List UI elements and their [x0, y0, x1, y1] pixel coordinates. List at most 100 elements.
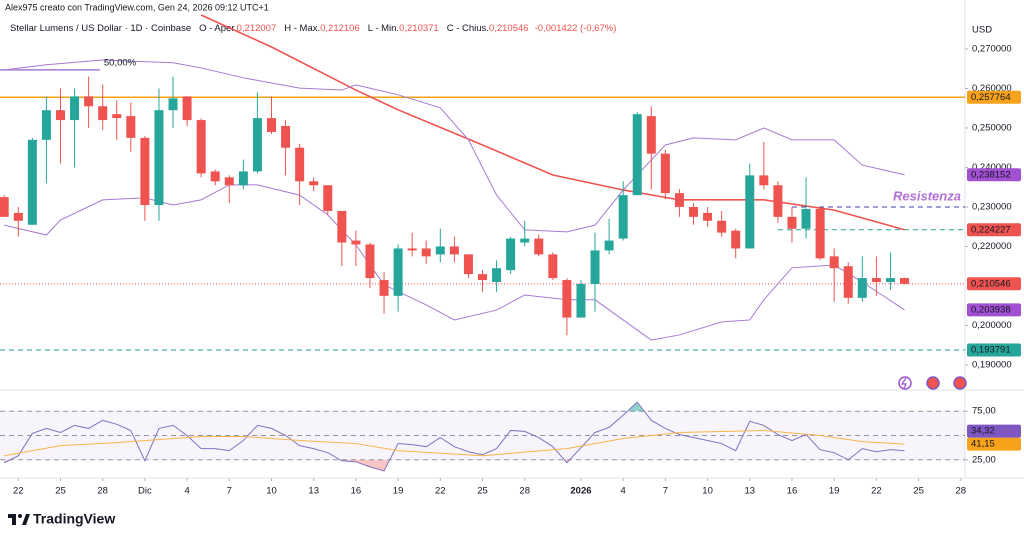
legend-label: H - Max. [284, 23, 320, 34]
y-tick-label: 0,260000 [972, 83, 1012, 94]
x-tick-label: 28 [955, 486, 966, 497]
candle-body [618, 195, 628, 239]
legend-change: -0,001422 (-0,67%) [535, 23, 617, 34]
candle-body [238, 171, 248, 186]
candle-body [140, 137, 150, 205]
candle-body [801, 208, 811, 229]
legend-value: 0,212007 [237, 23, 277, 34]
candle-body [548, 254, 558, 279]
candle-body [506, 238, 516, 271]
price-badge-label: 41,15 [971, 439, 995, 450]
x-tick-label: Dic [138, 486, 152, 497]
price-badge [967, 90, 1021, 104]
rsi-line [3, 401, 905, 472]
candle-body [70, 96, 80, 121]
legend-value: 0,210546 [489, 23, 529, 34]
y-tick-label: 0,270000 [972, 43, 1012, 54]
attribution: Alex975 creato con TradingView.com, Gen … [5, 2, 269, 12]
y-tick-label: 0,220000 [972, 241, 1012, 252]
x-tick-label: 10 [702, 486, 713, 497]
x-tick-label: 10 [266, 486, 277, 497]
legend-title: Stellar Lumens / US Dollar · 1D · Coinba… [10, 23, 191, 34]
icon[interactable] [953, 376, 967, 390]
x-tick-label: 19 [393, 486, 404, 497]
candle-body [534, 238, 544, 255]
x-tick-label: 16 [351, 486, 362, 497]
candle-body [379, 280, 389, 296]
price-badge-label: 0,257764 [971, 92, 1011, 103]
candle-body [857, 278, 867, 298]
candle-body [323, 185, 333, 211]
x-tick-label: 2026 [570, 486, 591, 497]
candle-body [590, 250, 600, 284]
x-tick-label: 13 [308, 486, 319, 497]
candle-body [84, 96, 94, 107]
candle-body [717, 220, 727, 233]
x-tick-label: 4 [184, 486, 189, 497]
price-badge-label: 0,193791 [971, 345, 1011, 356]
candle-body [252, 118, 262, 172]
overlay-line [4, 59, 905, 233]
candle-body [815, 208, 825, 259]
candle-body [266, 118, 276, 132]
price-badge [967, 437, 1021, 451]
candle-body [463, 254, 473, 275]
legend-label: O - Aper. [199, 23, 237, 34]
candle-body [843, 266, 853, 298]
candle-body [365, 244, 375, 279]
y-tick-label: 0,190000 [972, 359, 1012, 370]
icon[interactable] [926, 376, 940, 390]
y-tick-label: 25,00 [972, 454, 996, 465]
price-badge [967, 424, 1021, 438]
candle-body [41, 110, 51, 140]
price-badge [967, 343, 1021, 357]
x-tick-label: 25 [55, 486, 66, 497]
candle-body [351, 240, 361, 245]
price-badge [967, 277, 1021, 291]
x-tick-label: 28 [519, 486, 530, 497]
x-tick-label: 13 [744, 486, 755, 497]
candle-body [281, 126, 291, 148]
panel [0, 401, 965, 472]
candle-body [689, 206, 699, 217]
y-tick-label: 0,200000 [972, 320, 1012, 331]
candle-body [562, 280, 572, 318]
x-tick-label: 16 [787, 486, 798, 497]
candle-body [478, 274, 487, 281]
candle-body [55, 110, 65, 121]
candle-body [773, 185, 783, 217]
x-tick-label: 7 [227, 486, 232, 497]
price-badge-label: 0,203938 [971, 304, 1011, 315]
candle-body [759, 175, 769, 186]
candle-body [309, 181, 319, 186]
toolbar-icons[interactable] [898, 376, 967, 390]
candle-body [126, 116, 136, 138]
x-tick-label: 28 [97, 486, 108, 497]
candle-body [745, 175, 755, 249]
candle-body [885, 278, 895, 283]
x-tick-label: 25 [913, 486, 924, 497]
overlay-line [200, 14, 905, 231]
logo: TradingView [8, 511, 115, 527]
icon[interactable] [898, 376, 912, 390]
logo-mark [12, 514, 16, 525]
legend-label: C - Chius. [447, 23, 489, 34]
candle-body [98, 106, 108, 121]
candle-body [731, 230, 741, 249]
annotation: Resistenza [893, 188, 961, 203]
logo-mark [18, 514, 22, 518]
candle-body [703, 212, 713, 221]
level-label: 50,00% [104, 57, 137, 68]
candle-body [660, 153, 670, 194]
x-tick-label: 7 [663, 486, 668, 497]
y-tick-label: 0,240000 [972, 162, 1012, 173]
price-badge-label: 34,32 [971, 426, 995, 437]
candle-body [210, 171, 220, 182]
candle-body [337, 210, 347, 243]
candle-body [787, 216, 797, 229]
candle-body [196, 120, 206, 174]
candle-body [224, 177, 234, 186]
x-tick-label: 22 [435, 486, 446, 497]
candle-body [435, 246, 445, 255]
